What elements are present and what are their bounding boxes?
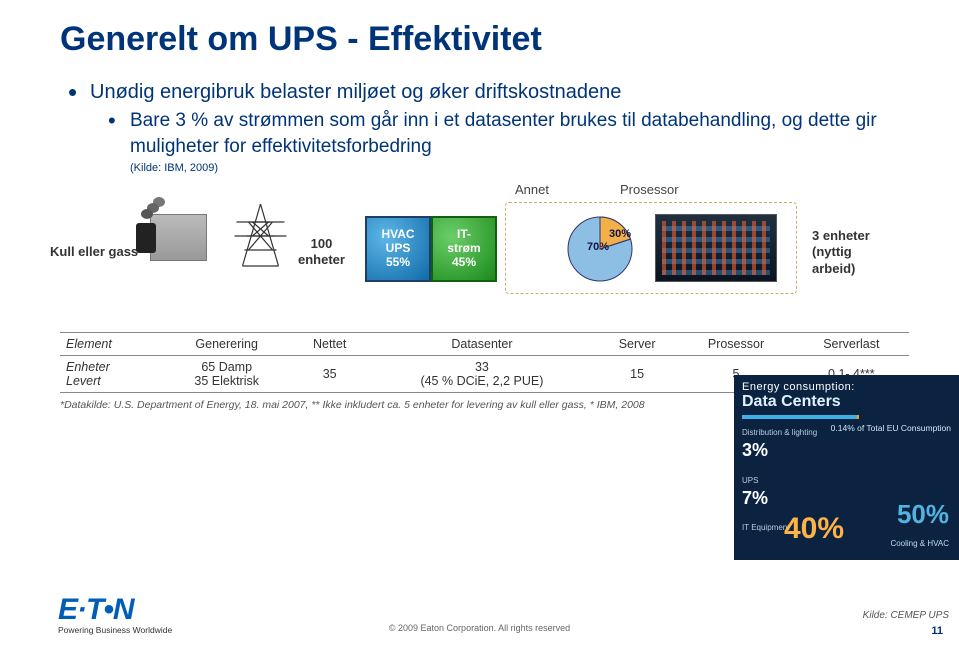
energy-consumption-inset: Energy consumption: Data Centers 0.14% o… [734, 375, 959, 560]
footer-logo-area: E·T•N Powering Business Worldwide [58, 593, 172, 635]
footer-source: Kilde: CEMEP UPS [863, 610, 949, 621]
inset-it-label: IT Equipment [742, 523, 789, 532]
th-datasenter: Datasenter [368, 333, 596, 356]
hvac-line3: 55% [367, 256, 429, 270]
pie-30-label: 30% [609, 228, 631, 240]
footer-copyright: © 2009 Eaton Corporation. All rights res… [389, 623, 570, 633]
useful-work-label: 3 enheter (nyttig arbeid) [812, 228, 870, 277]
transmission-tower-icon [228, 200, 293, 270]
th-server: Server [596, 333, 678, 356]
th-nettet: Nettet [291, 333, 368, 356]
bullet-main: Unødig energibruk belaster miljøet og øk… [90, 81, 909, 104]
bullet-sub-2: muligheter for effektivitetsforbedring [130, 136, 909, 158]
inset-pct50: 50% [897, 499, 949, 530]
processor-pie-chart: 70% 30% [565, 214, 635, 284]
rowlabel-a: Enheter [66, 360, 110, 374]
page-number: 11 [931, 625, 943, 637]
units-100-number: 100 [311, 236, 333, 251]
td-datasenter: 33(45 % DCiE, 2,2 PUE) [368, 356, 596, 393]
label-annet: Annet [515, 182, 549, 197]
energy-flow-diagram: Annet Prosessor Kull eller gass 100 enhe… [60, 186, 909, 316]
inset-hdr2: Data Centers [742, 393, 951, 411]
inset-dist-label: Distribution & lighting [742, 428, 817, 437]
th-generering: Generering [162, 333, 291, 356]
out-line3: arbeid) [812, 261, 855, 276]
td-rowlabel: Enheter Levert [60, 356, 162, 393]
inset-pct3: 3% [742, 440, 768, 460]
it-power-box: IT- strøm 45% [431, 216, 497, 282]
bullet-source: (Kilde: IBM, 2009) [130, 162, 909, 174]
bullet-sub-1: Bare 3 % av strømmen som går inn i et da… [130, 110, 909, 132]
out-line1: 3 enheter [812, 228, 870, 243]
hvac-line1: HVAC [367, 228, 429, 242]
inset-pct40: 40% [784, 512, 844, 546]
page-title: Generelt om UPS - Effektivitet [60, 20, 909, 59]
eaton-logo: E·T•N [58, 593, 172, 627]
inset-cool-label: Cooling & HVAC [890, 539, 949, 548]
hvac-line2: UPS [367, 242, 429, 256]
th-element: Element [60, 333, 162, 356]
out-line2: (nyttig [812, 244, 852, 259]
hvac-ups-box: HVAC UPS 55% [365, 216, 431, 282]
table-header-row: Element Generering Nettet Datasenter Ser… [60, 333, 909, 356]
th-prosessor: Prosessor [678, 333, 793, 356]
it-line2: strøm [433, 242, 495, 256]
inset-pct7: 7% [742, 488, 768, 508]
rowlabel-b: Levert [66, 374, 101, 388]
td-generering: 65 Damp35 Elektrisk [162, 356, 291, 393]
it-line1: IT- [433, 228, 495, 242]
units-100-label: 100 enheter [298, 236, 345, 267]
label-prosessor: Prosessor [620, 182, 679, 197]
factory-icon [150, 214, 207, 261]
td-nettet: 35 [291, 356, 368, 393]
inset-topbar [742, 415, 951, 419]
td-server: 15 [596, 356, 678, 393]
it-line3: 45% [433, 256, 495, 270]
inset-hdr1: Energy consumption: [742, 381, 951, 393]
server-rack-image [655, 214, 777, 282]
eaton-tagline: Powering Business Worldwide [58, 625, 172, 635]
inset-ups-label: UPS [742, 476, 758, 485]
kull-label: Kull eller gass [50, 244, 138, 259]
th-serverlast: Serverlast [794, 333, 909, 356]
units-100-text: enheter [298, 252, 345, 267]
